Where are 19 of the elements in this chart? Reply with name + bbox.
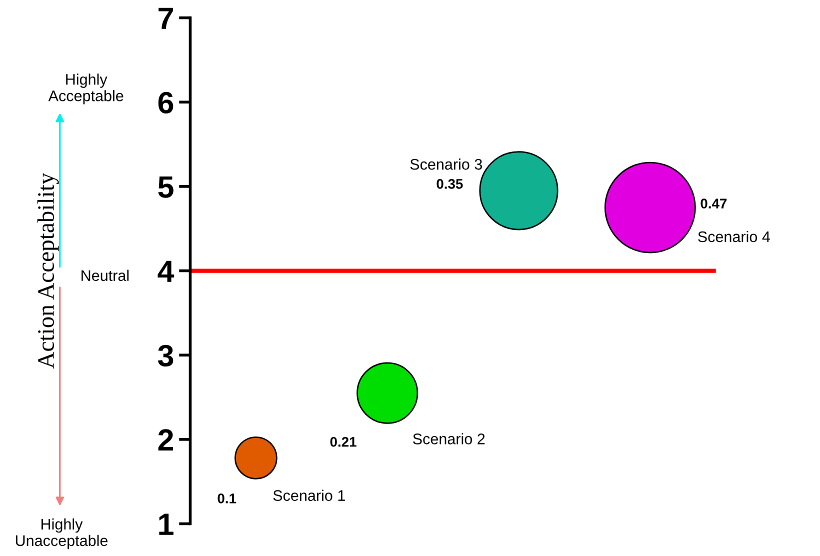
text: Neutral	[82, 270, 129, 281]
series-label: Scenario 3	[410, 158, 482, 170]
y-tick-label: 4	[158, 260, 174, 282]
series-label: Scenario 1	[273, 490, 345, 501]
text: Highly Unacceptable	[16, 518, 108, 550]
series-label: Scenario 2	[413, 433, 485, 444]
text: Highly Acceptable	[48, 74, 124, 104]
y-tick-label: 6	[158, 92, 174, 114]
series-label: Scenario 4	[698, 230, 770, 242]
y-axis-title: Action Acceptability	[37, 172, 59, 369]
y-tick-label: 3	[158, 344, 174, 367]
data-label: 0.1	[218, 494, 236, 504]
y-tick-label: 1	[159, 514, 174, 535]
y-tick-label: 7	[158, 8, 173, 29]
data-label: 0.21	[330, 436, 356, 447]
y-tick-label: 2	[158, 429, 174, 450]
data-label: 0.35	[436, 179, 463, 189]
y-tick-label: 5	[158, 176, 174, 198]
data-label: 0.47	[700, 198, 727, 208]
